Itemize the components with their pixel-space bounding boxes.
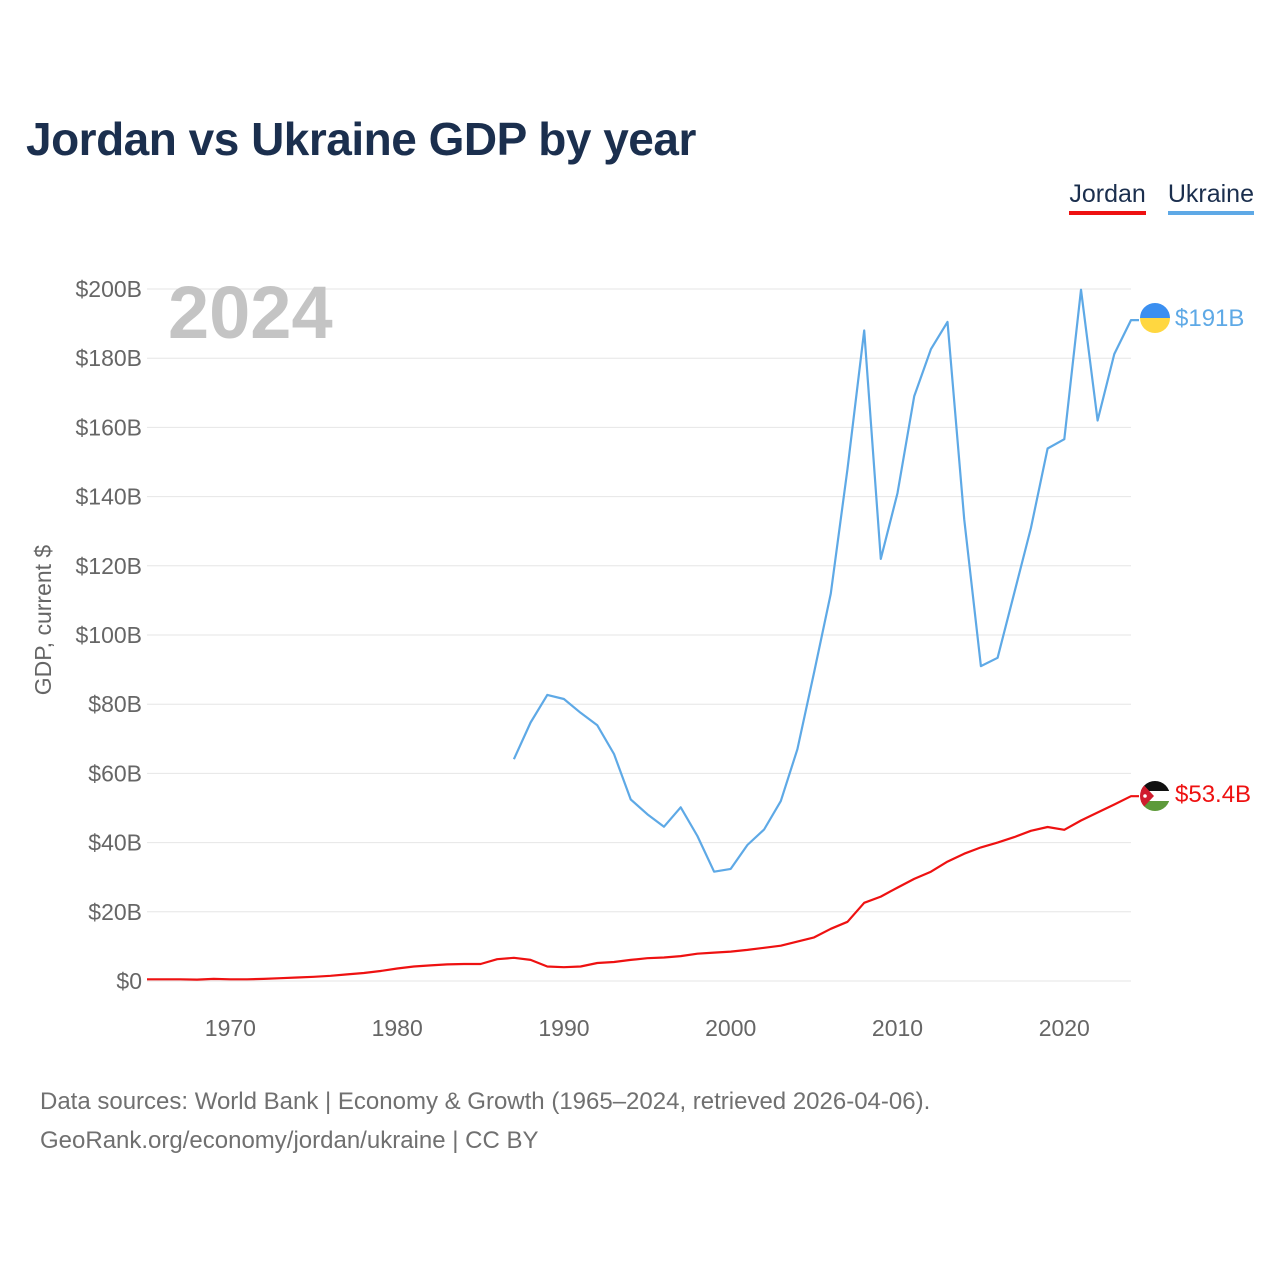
source-line-2[interactable]: GeoRank.org/economy/jordan/ukraine | CC …: [40, 1127, 539, 1154]
y-tick-label: $20B: [88, 899, 142, 925]
source-note: Data sources: World Bank | Economy & Gro…: [40, 1082, 930, 1160]
source-line-1: Data sources: World Bank | Economy & Gro…: [40, 1088, 931, 1115]
y-tick-label: $60B: [88, 760, 142, 786]
y-tick-label: $80B: [88, 691, 142, 717]
x-tick-label: 1980: [372, 1015, 423, 1041]
jordan-flag-icon: [1140, 781, 1170, 811]
y-tick-label: $120B: [75, 553, 142, 579]
y-tick-label: $0: [116, 968, 142, 994]
jordan-end-label: $53.4B: [1175, 781, 1251, 808]
legend-item-jordan[interactable]: Jordan: [1069, 180, 1146, 215]
y-tick-label: $40B: [88, 830, 142, 856]
y-tick-label: $200B: [75, 276, 142, 302]
y-tick-label: $160B: [75, 414, 142, 440]
series-line-jordan[interactable]: [147, 795, 1139, 981]
grid-lines: [147, 288, 1131, 982]
y-tick-label: $100B: [75, 622, 142, 648]
y-axis-label: GDP, current $: [30, 545, 56, 696]
legend-item-ukraine[interactable]: Ukraine: [1167, 180, 1254, 215]
legend: Jordan Ukraine: [1069, 180, 1254, 215]
ukraine-flag-icon: [1140, 303, 1170, 333]
x-axis-ticks: 1970 1980 1990 2000 2010 2020: [205, 1015, 1090, 1041]
y-axis-ticks: $0 $20B $40B $60B $80B $100B $120B $140B $160B $1…: [75, 276, 142, 994]
year-label: 2024: [168, 271, 333, 354]
y-tick-label: $140B: [75, 484, 142, 510]
ukraine-end-label: $191B: [1175, 305, 1244, 332]
series-line-ukraine[interactable]: [512, 288, 1139, 873]
y-tick-label: $180B: [75, 345, 142, 371]
chart-title: Jordan vs Ukraine GDP by year: [26, 113, 696, 165]
x-tick-label: 1990: [538, 1015, 589, 1041]
x-tick-label: 2020: [1039, 1015, 1090, 1041]
x-tick-label: 2000: [705, 1015, 756, 1041]
x-tick-label: 1970: [205, 1015, 256, 1041]
x-tick-label: 2010: [872, 1015, 923, 1041]
series-lines: [147, 288, 1139, 981]
